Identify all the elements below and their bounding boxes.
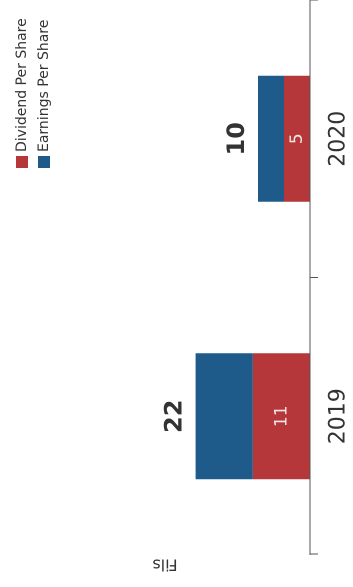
bar-earnings-per-share-2019 xyxy=(195,353,253,480)
plot-area: 11 22 5 10 xyxy=(160,75,310,480)
category-axis: 2019 2020 xyxy=(309,0,351,555)
bar-earnings-per-share-2020 xyxy=(258,75,284,202)
total-label-2019: 22 xyxy=(160,400,188,433)
total-label-2020: 10 xyxy=(222,122,250,155)
legend-entry-earnings-per-share: Earnings Per Share xyxy=(36,20,52,152)
y-axis-label: Fils xyxy=(152,556,177,575)
data-label-2019: 11 xyxy=(271,405,291,427)
legend-swatch-earnings-per-share xyxy=(38,156,50,168)
bar-dividend-per-share-2019 xyxy=(252,353,310,480)
legend-group: Dividend Per Share Earnings Per Share xyxy=(14,18,52,168)
bar-dividend-per-share-2020 xyxy=(284,75,310,202)
legend: Dividend Per Share Earnings Per Share xyxy=(14,18,52,168)
category-label-2020: 2020 xyxy=(326,111,351,167)
legend-entry-dividend-per-share: Dividend Per Share xyxy=(14,18,30,152)
category-label-2019: 2019 xyxy=(326,388,351,444)
legend-swatch-dividend-per-share xyxy=(16,156,28,168)
data-label-2020: 5 xyxy=(287,133,307,144)
